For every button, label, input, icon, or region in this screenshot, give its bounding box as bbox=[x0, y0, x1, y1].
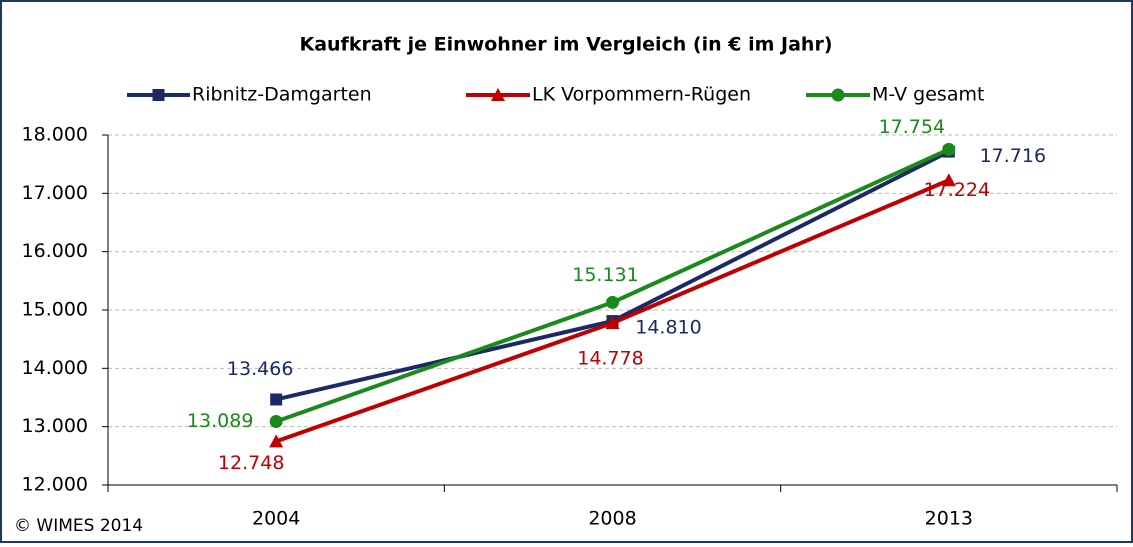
legend-marker bbox=[152, 89, 165, 101]
point bbox=[269, 434, 284, 448]
point bbox=[605, 315, 620, 329]
data-label: 12.748 bbox=[218, 452, 284, 474]
legend-marker bbox=[831, 88, 845, 102]
y-tick-label: 17.000 bbox=[22, 182, 88, 204]
chart-title: Kaufkraft je Einwohner im Vergleich (in … bbox=[299, 34, 832, 56]
point bbox=[942, 142, 956, 156]
data-label: 17.224 bbox=[924, 179, 990, 201]
y-tick-label: 15.000 bbox=[22, 299, 88, 321]
point bbox=[269, 414, 283, 428]
point bbox=[606, 295, 619, 309]
data-label: 17.754 bbox=[879, 116, 945, 138]
y-tick-label: 13.000 bbox=[22, 415, 88, 437]
y-tick-label: 14.000 bbox=[22, 357, 88, 379]
data-label: 15.131 bbox=[572, 264, 638, 286]
y-tick-label: 12.000 bbox=[22, 474, 88, 496]
y-tick-label: 18.000 bbox=[22, 124, 88, 146]
x-tick-label: 2008 bbox=[588, 508, 636, 530]
x-tick-label: 2004 bbox=[252, 508, 300, 530]
point bbox=[941, 173, 956, 187]
x-tick-label: 2013 bbox=[925, 508, 973, 530]
y-tick-label: 16.000 bbox=[22, 240, 88, 262]
legend-marker bbox=[491, 88, 505, 101]
data-label: 14.810 bbox=[635, 317, 701, 339]
data-label: 13.089 bbox=[187, 410, 253, 432]
data-label: 13.466 bbox=[227, 358, 293, 380]
data-label: 14.778 bbox=[577, 347, 643, 369]
data-label: 17.716 bbox=[980, 145, 1046, 167]
legend-label: LK Vorpommern-Rügen bbox=[532, 84, 751, 106]
footer: © WIMES 2014 bbox=[14, 516, 143, 536]
legend-label: M-V gesamt bbox=[872, 84, 984, 106]
legend-label: Ribnitz-Damgarten bbox=[192, 84, 372, 106]
point bbox=[270, 393, 283, 406]
